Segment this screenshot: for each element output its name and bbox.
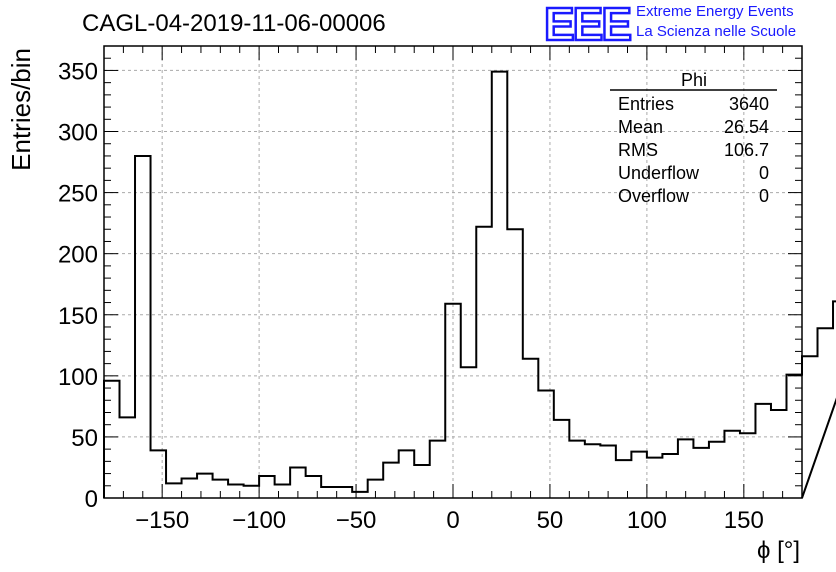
x-tick-labels: −150 −100 −50 0 50 100 150 — [135, 507, 764, 534]
y-tick-label: 150 — [58, 303, 98, 330]
grid-lines — [104, 46, 802, 498]
stats-box-rows: Entries 3640 Mean 26.54 RMS 106.7 Underflow 0 Ov… — [618, 94, 769, 206]
y-tick-label: 50 — [71, 425, 98, 452]
x-tick-label: 100 — [627, 507, 667, 534]
y-tick-labels: 0 50 100 150 200 250 300 350 — [58, 58, 98, 513]
y-tick-label: 250 — [58, 181, 98, 208]
logo-line-1: Extreme Energy Events — [636, 3, 794, 20]
stats-row-value: 0 — [759, 163, 769, 183]
y-tick-label: 300 — [58, 120, 98, 147]
x-tick-label: −100 — [232, 507, 286, 534]
stats-box-name: Phi — [681, 70, 707, 90]
stats-row-value: 3640 — [729, 94, 769, 114]
x-tick-label: 50 — [537, 507, 564, 534]
x-tick-label: −50 — [336, 507, 377, 534]
logo-line-2: La Scienza nelle Scuole — [636, 23, 797, 40]
x-tick-label: 0 — [446, 507, 459, 534]
x-tick-label: −150 — [135, 507, 189, 534]
stats-row-label: Entries — [618, 94, 674, 114]
y-axis-label: Entries/bin — [6, 48, 36, 171]
stats-row-label: Overflow — [618, 186, 690, 206]
logo-mark: EEE — [544, 0, 630, 44]
y-tick-label: 100 — [58, 364, 98, 391]
axis-ticks — [103, 45, 803, 499]
stats-row-value: 0 — [759, 186, 769, 206]
stats-box: Phi Entries 3640 Mean 26.54 RMS 106.7 Underflo… — [610, 70, 777, 206]
x-axis-label: ϕ [°] — [757, 537, 800, 564]
stats-row-label: Underflow — [618, 163, 700, 183]
x-tick-label: 150 — [724, 507, 764, 534]
stats-row-value: 106.7 — [724, 140, 769, 160]
y-tick-label: 0 — [85, 486, 98, 513]
logo-text: Extreme Energy Events La Scienza nelle S… — [636, 2, 796, 42]
stats-row-value: 26.54 — [724, 117, 769, 137]
eee-logo-icon: EEE — [543, 0, 632, 44]
stats-row-label: Mean — [618, 117, 663, 137]
y-tick-label: 350 — [58, 58, 98, 85]
y-tick-label: 200 — [58, 242, 98, 269]
chart-title: CAGL-04-2019-11-06-00006 — [82, 10, 386, 37]
histogram-step-line — [103, 70, 836, 499]
stats-row-label: RMS — [618, 140, 658, 160]
